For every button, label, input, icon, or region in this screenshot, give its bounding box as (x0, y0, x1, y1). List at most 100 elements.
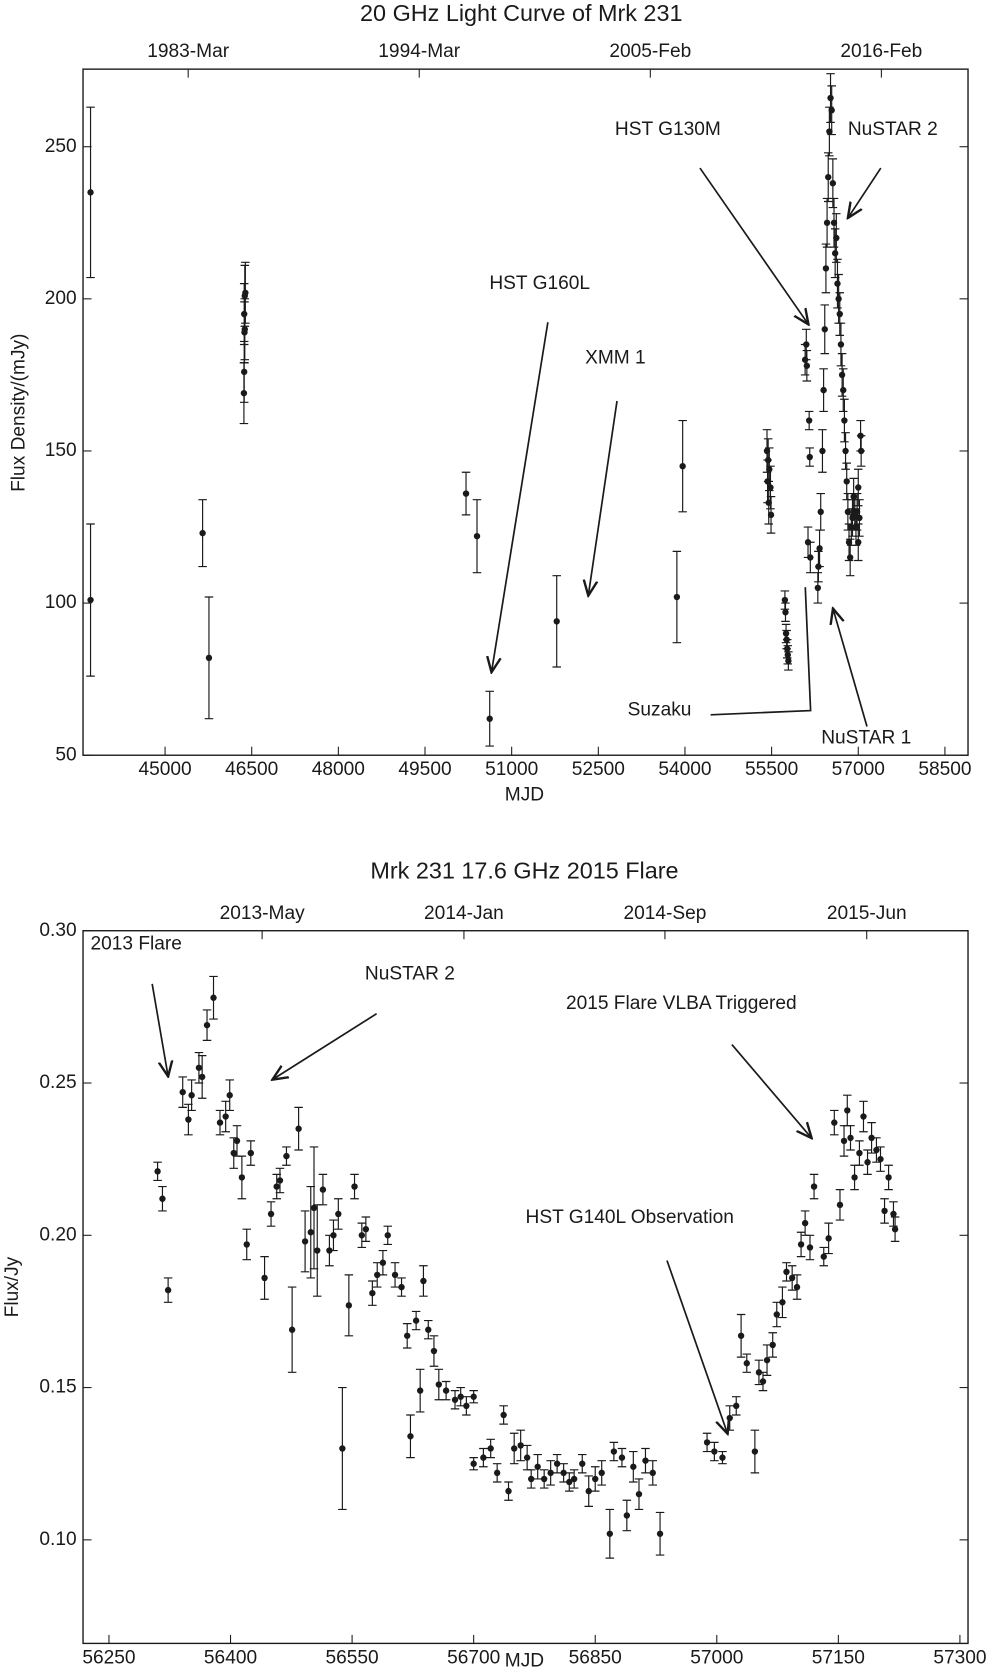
data-point (283, 1152, 290, 1160)
annotation: 2015 Flare VLBA Triggered (566, 993, 797, 1014)
data-point (470, 1393, 477, 1400)
data-point (765, 499, 772, 506)
data-point (801, 1219, 809, 1227)
data-point (330, 1232, 337, 1239)
data-point (243, 1241, 250, 1248)
annotation: NuSTAR 1 (821, 727, 911, 748)
data-point (288, 1326, 296, 1333)
data-point (523, 1454, 531, 1461)
data-point (846, 554, 854, 561)
x-tick-label: 56400 (204, 1647, 257, 1668)
data-point (420, 1277, 427, 1285)
data-point (335, 1210, 342, 1218)
data-point (793, 1283, 801, 1291)
data-point (819, 447, 826, 455)
data-point (547, 1469, 554, 1477)
data-point (463, 1402, 470, 1410)
data-point (606, 1530, 614, 1537)
data-point (822, 265, 830, 272)
data-point (203, 1021, 211, 1029)
data-point (226, 1092, 233, 1099)
data-point (783, 1268, 790, 1276)
data-point (868, 1134, 875, 1142)
annotation: XMM 1 (585, 348, 646, 369)
data-point (719, 1454, 726, 1461)
data-point (679, 462, 686, 470)
data-point (814, 584, 822, 592)
annotation: HST G130M (615, 119, 721, 140)
data-point (540, 1475, 548, 1483)
data-point (847, 1134, 854, 1142)
data-point (835, 295, 842, 303)
data-point (841, 417, 848, 424)
data-point (416, 1387, 424, 1394)
data-point (781, 596, 789, 604)
data-point (391, 1271, 399, 1279)
data-point (560, 1469, 567, 1477)
data-point (881, 1207, 888, 1215)
data-point (767, 511, 775, 519)
data-point (493, 1469, 501, 1477)
data-point (510, 1445, 518, 1452)
y-axis-label: Flux Density/(mJy) (8, 334, 29, 492)
data-point (785, 657, 792, 665)
y-tick-label: 100 (45, 592, 77, 613)
x2-tick-label: 1994-Mar (378, 41, 460, 62)
data-point (198, 1073, 206, 1081)
data-point (310, 1204, 318, 1212)
data-point (610, 1448, 618, 1455)
annotation: NuSTAR 2 (848, 119, 938, 140)
x-tick-label: 52500 (572, 759, 625, 780)
x-tick-label: 56550 (326, 1647, 379, 1668)
x-tick-label: 56700 (447, 1647, 500, 1668)
data-point (430, 1347, 438, 1355)
data-point (185, 1116, 192, 1123)
data-point (188, 1092, 195, 1099)
x2-tick-label: 2005-Feb (609, 41, 691, 62)
data-point (618, 1454, 626, 1461)
data-point (743, 1360, 750, 1367)
data-point (830, 219, 838, 226)
x-tick-label: 58500 (918, 759, 971, 780)
data-point (374, 1271, 381, 1279)
data-point (853, 508, 861, 516)
data-point (843, 478, 850, 485)
x2-tick-label: 1983-Mar (147, 41, 229, 62)
data-point (425, 1326, 432, 1333)
data-point (470, 1460, 477, 1467)
data-point (826, 128, 833, 135)
data-point (379, 1259, 387, 1266)
data-point (412, 1317, 420, 1324)
data-point (779, 1299, 786, 1306)
data-point (247, 1149, 254, 1157)
data-point (553, 1460, 561, 1467)
plot-frame (82, 930, 969, 1645)
y-tick-label: 0.20 (39, 1224, 76, 1245)
data-point (864, 1159, 871, 1166)
data-point (598, 1469, 605, 1477)
y-axis-label: Flux/Jy (2, 1256, 23, 1317)
x-tick-label: 51000 (485, 759, 538, 780)
data-point (553, 618, 560, 625)
data-point (773, 1311, 780, 1318)
data-point (837, 341, 845, 348)
x-tick-label: 45000 (138, 759, 191, 780)
data-point (844, 1107, 851, 1114)
data-point (844, 508, 852, 516)
data-point (840, 1137, 848, 1145)
annotation: NuSTAR 2 (365, 963, 455, 984)
data-point (398, 1283, 405, 1291)
data-point (711, 1448, 718, 1455)
data-point (195, 1064, 203, 1071)
data-point (656, 1530, 664, 1537)
data-point (820, 1253, 827, 1260)
data-point (164, 1286, 172, 1294)
data-point (782, 609, 789, 616)
data-point (210, 994, 217, 1001)
x2-tick-label: 2014-Sep (623, 903, 706, 924)
data-point (825, 1235, 832, 1242)
data-point (856, 514, 863, 522)
data-point (87, 189, 94, 196)
data-point (891, 1226, 899, 1233)
x-axis-label: MJD (505, 785, 544, 806)
